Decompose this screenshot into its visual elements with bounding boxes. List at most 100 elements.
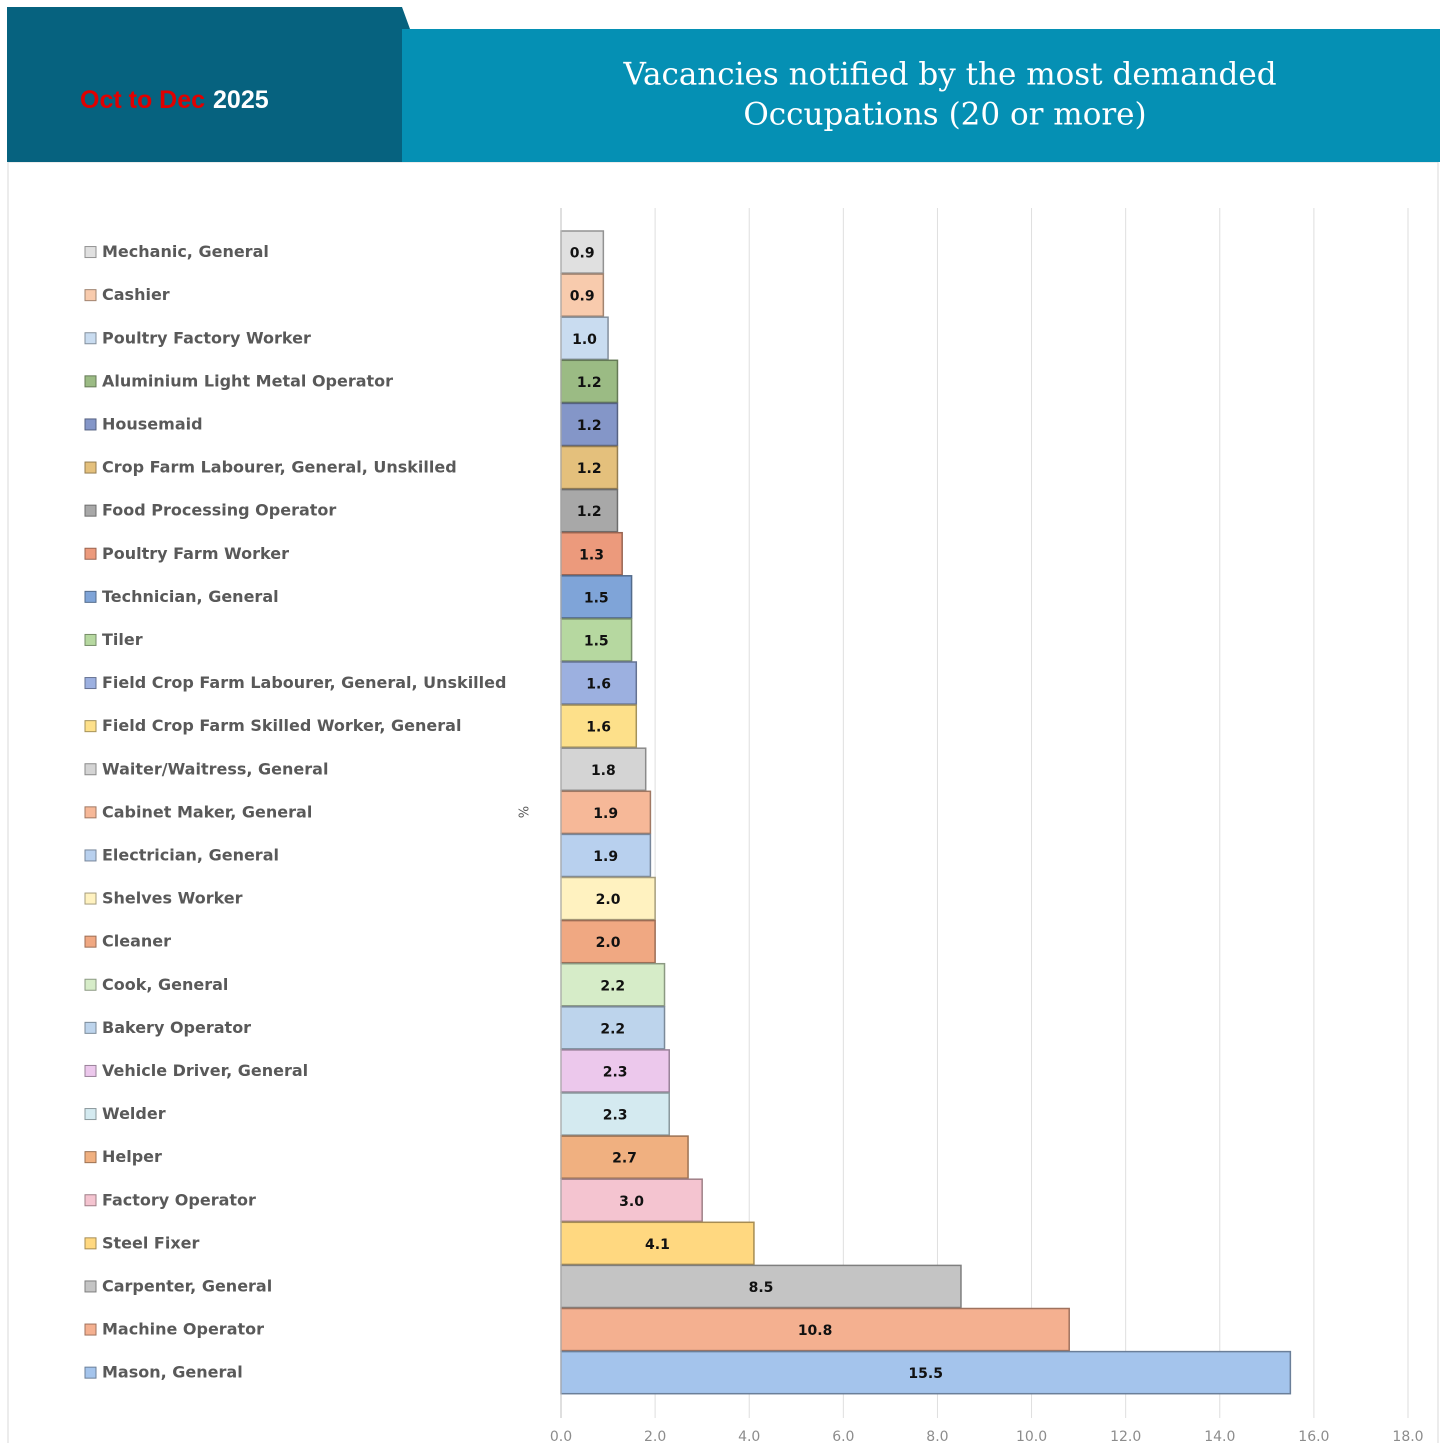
legend-swatch [84,332,97,345]
x-tick-label: 16.0 [1298,1429,1329,1443]
legend-swatch [84,935,97,948]
x-tick-label: 12.0 [1110,1429,1141,1443]
value-label: 3.0 [619,1194,644,1210]
category-label: Electrician, General [102,845,279,864]
chart-title: Vacancies notified by the most demanded [622,57,1276,93]
category-label: Waiter/Waitress, General [102,759,328,778]
legend-swatch [84,633,97,646]
value-label: 1.6 [586,677,611,693]
value-label: 4.1 [645,1237,670,1253]
legend-swatch [84,849,97,862]
category-label: Welder [102,1104,166,1123]
title-band [402,29,1440,162]
category-label: Vehicle Driver, General [102,1061,308,1080]
bar [560,402,619,447]
bar [560,230,605,274]
bar [560,1049,670,1093]
category-label: Tiler [102,630,143,649]
legend-swatch [84,504,97,517]
legend-swatch [84,1151,97,1164]
category-label: Mechanic, General [102,242,269,261]
legend-swatch [84,418,97,431]
legend-swatch [84,1021,97,1034]
category-label: Technician, General [102,587,279,606]
category-label: Crop Farm Labourer, General, Unskilled [102,458,457,477]
bar [560,1092,670,1136]
x-tick-label: 14.0 [1204,1429,1235,1443]
legend-swatch [84,978,97,991]
value-label: 2.2 [600,978,625,994]
category-label: Cashier [102,285,170,304]
bar [560,1221,755,1266]
legend-swatch [84,720,97,733]
value-label: 2.3 [603,1108,628,1124]
value-label: 1.8 [591,763,616,779]
chart-title: Occupations (20 or more) [743,97,1146,133]
category-label: Mason, General [102,1363,243,1382]
value-label: 1.2 [577,504,602,520]
bar [560,1264,962,1309]
bar [560,661,638,705]
value-label: 1.5 [584,633,609,649]
period-range: Oct to Dec [80,86,205,114]
value-label: 1.0 [572,332,597,348]
value-label: 2.0 [596,935,621,951]
legend-swatch [84,1237,97,1250]
legend-swatch [84,1064,97,1077]
bar [560,962,666,1007]
category-label: Poultry Farm Worker [102,544,289,563]
value-label: 0.9 [570,246,595,262]
legend-swatch [84,547,97,560]
value-label: 10.8 [798,1323,833,1339]
period: Oct to Dec 2025 [80,86,269,114]
bar [560,488,619,533]
bar [560,1006,666,1050]
value-label: 1.9 [593,806,618,822]
x-tick-label: 18.0 [1392,1429,1423,1443]
category-label: Steel Fixer [102,1233,200,1252]
x-tick-label: 0.0 [550,1429,572,1443]
bar [560,876,656,921]
category-label: Helper [102,1147,162,1166]
bar [560,919,656,964]
legend-swatch [84,375,97,388]
value-label: 1.5 [584,590,609,606]
value-label: 2.7 [612,1151,637,1167]
legend-swatch [84,1366,97,1379]
legend-swatch [84,1108,97,1121]
value-label: 15.5 [908,1366,943,1382]
value-label: 8.5 [749,1280,774,1296]
value-label: 1.2 [577,461,602,477]
category-label: Cabinet Maker, General [102,802,312,821]
period-year: 2025 [213,86,269,114]
category-label: Poultry Factory Worker [102,328,311,347]
header-box [7,7,410,162]
legend-swatch [84,1194,97,1207]
bar [560,747,647,792]
value-label: 1.3 [579,547,604,563]
legend-swatch [84,289,97,302]
legend-swatch [84,590,97,603]
category-label: Cook, General [102,975,228,994]
bar [560,531,623,576]
bar [560,575,633,619]
category-label: Carpenter, General [102,1276,272,1295]
value-label: 1.6 [586,720,611,736]
bar [560,316,609,361]
legend-swatch [84,892,97,905]
category-label: Field Crop Farm Skilled Worker, General [102,716,461,735]
category-label: Housemaid [102,414,203,433]
category-label: Machine Operator [102,1320,264,1339]
legend-swatch [84,1323,97,1336]
category-label: Field Crop Farm Labourer, General, Unski… [102,673,506,692]
x-tick-label: 4.0 [738,1429,760,1443]
value-label: 1.2 [577,418,602,434]
value-label: 2.2 [600,1021,625,1037]
legend-swatch [84,677,97,690]
value-label: 1.2 [577,375,602,391]
bar [560,1307,1070,1352]
value-label: 2.3 [603,1064,628,1080]
legend-swatch [84,1280,97,1293]
value-label: 1.9 [593,849,618,865]
